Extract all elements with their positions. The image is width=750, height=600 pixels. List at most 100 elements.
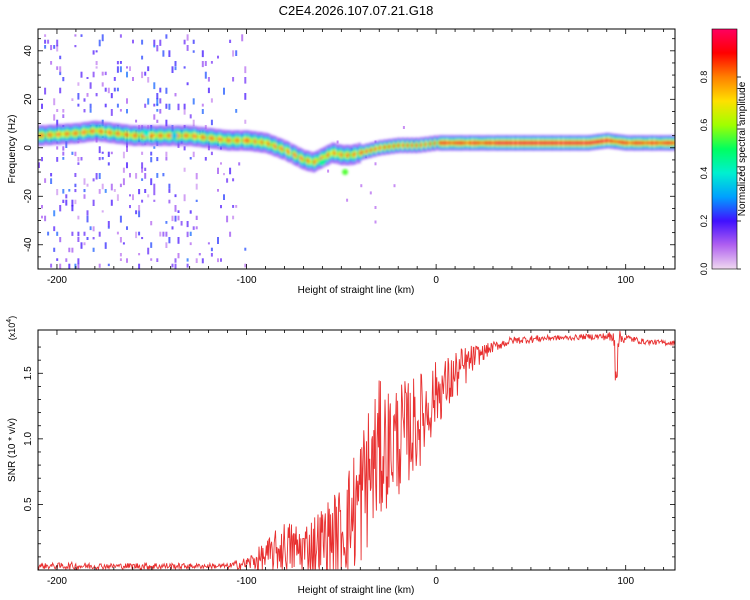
spectrogram-noise-cell [107,263,110,267]
spectrogram-noise-cell [156,45,159,52]
spectrogram-ridge-cell [527,141,529,144]
spectrogram-noise-cell [77,82,80,86]
spectrogram-ridge-cell [149,134,152,138]
spectrogram-ridge-cell [579,141,582,144]
spectrogram-ridge-cell [504,141,507,144]
spectrogram-noise-cell [119,183,122,188]
spectrogram-noise-cell [132,39,134,44]
spectrogram-ridge-cell [320,157,322,161]
spectrogram-noise-cell [74,199,77,205]
spectrogram-ridge-cell [447,141,450,144]
spectrogram-noise-cell [119,61,122,64]
spectrogram-ridge-cell [372,148,375,151]
spectrogram-ridge-cell [63,132,65,136]
spectrogram-noise-cell [83,178,86,185]
spectrogram-ridge-cell [179,134,181,138]
spectrogram-noise-cell [113,87,116,92]
x-tick-label: -200 [47,576,67,587]
spectrogram-ridge-cell [483,141,486,144]
spectrogram-noise-cell [327,169,330,173]
spectrogram-noise-cell [95,66,98,69]
spectrogram-noise-cell [47,39,50,44]
spectrogram-noise-cell [65,199,68,206]
spectrogram-ridge-cell [422,143,425,146]
spectrogram-noise-cell [374,206,377,209]
spectrogram-noise-cell [132,77,134,81]
spectrogram-noise-cell [159,109,162,114]
spectrogram-ridge-cell [270,143,272,147]
spectrogram-ridge-cell [181,134,184,138]
spectrogram-noise-cell [98,157,101,161]
spectrogram-noise-cell [92,226,95,232]
spectrogram-noise-cell [101,151,104,154]
spectrogram-ridge-cell [115,132,118,135]
spectrogram-ridge-cell [672,141,675,144]
spectrogram-noise-cell [77,263,80,269]
spectrogram-ridge-cell [506,141,509,144]
spectrogram-noise-cell [83,242,86,246]
spectrogram-noise-cell [74,151,77,157]
spectrogram-ridge-cell [659,141,661,144]
spectrogram-noise-cell [229,167,232,175]
spectrogram-noise-cell [53,247,56,252]
spectrogram-ridge-cell [317,158,320,162]
spectrogram-noise-cell [147,98,150,105]
spectrogram-noise-cell [56,157,59,162]
colorbar: 0.0 0.2 0.4 0.6 0.8 Normalized spectral ampl… [699,28,748,275]
spectrogram-ridge-cell [631,141,634,144]
spectrogram-noise-cell [229,231,232,237]
spectrogram-noise-cell [229,39,232,43]
spectrogram-ridge-cell [351,153,354,157]
spectrogram-ridge-cell [131,134,134,137]
spectrogram-ridge-cell [210,136,213,140]
spectrogram-ridge-cell [404,144,407,147]
spectrogram-ridge-cell [220,138,222,141]
spectrogram-noise-cell [65,141,68,148]
spectrogram-noise-cell [98,39,101,47]
spectrogram-ylabel: Frequency (Hz) [7,115,18,184]
spectrogram-ridge-cell [306,159,309,163]
spectrogram-noise-cell [126,146,128,152]
spectrogram-noise-cell [244,247,247,251]
spectrogram-noise-cell [95,50,98,53]
spectrogram-noise-cell [144,167,147,171]
spectrogram-ridge-cell [163,134,165,138]
snr-xlabel: Height of straight line (km) [298,585,415,596]
spectrogram-noise-cell [126,109,128,114]
spectrogram-ridge-cell [543,141,545,144]
spectrogram-noise-cell [369,191,372,195]
spectrogram-noise-cell [104,189,107,193]
spectrogram-noise-cell [217,55,219,59]
spectrogram-noise-cell [168,50,171,57]
spectrogram-ridge-cell [147,134,149,138]
spectrogram-noise-cell [244,263,247,268]
spectrogram-ridge-cell [456,141,459,144]
spectrogram-noise-cell [41,215,43,219]
colorbar-tick-label: 0.4 [699,167,709,180]
spectrogram-noise-cell [159,98,162,104]
spectrogram-noise-cell [189,114,192,119]
spectrogram-ridge-cell [251,139,254,143]
spectrogram-noise-cell [156,173,159,178]
spectrogram-ridge-cell [452,141,454,144]
spectrogram-noise-cell [165,221,168,224]
spectrogram-noise-cell [141,55,144,60]
spectrogram-ridge-cell [85,130,88,134]
spectrogram-ridge-cell [463,141,466,144]
spectrogram-noise-cell [210,151,213,156]
spectrogram-noise-cell [86,210,89,216]
spectrogram-ridge-cell [324,154,327,158]
spectrogram-noise-cell [159,39,162,46]
spectrogram-ridge-cell [279,146,281,150]
spectrogram-noise-cell [126,66,128,69]
spectrogram-ridge-cell [299,156,302,160]
spectrogram-ridge-cell [331,151,334,155]
spectrogram-ridge-cell [65,132,68,136]
spectrogram-ridge-cell [549,141,552,144]
spectrogram-noise-cell [50,178,53,184]
spectrogram-noise-cell [107,87,110,94]
spectrogram-noise-cell [104,242,107,249]
spectrogram-noise-cell [189,242,192,246]
spectrogram-noise-cell [210,61,213,64]
spectrogram-noise-cell [56,45,59,52]
